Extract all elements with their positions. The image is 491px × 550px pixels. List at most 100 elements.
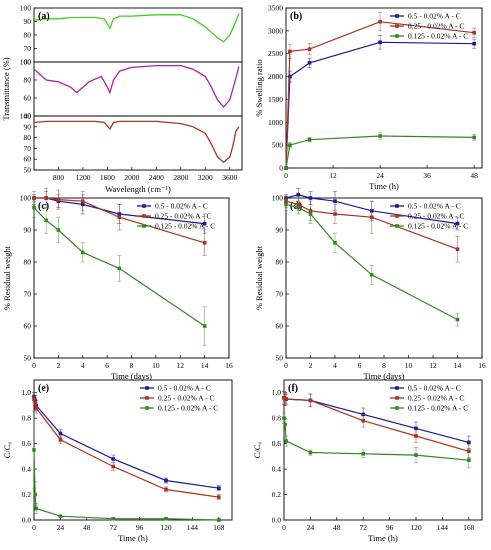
panel-f: 0.0 0.2 0.4 0.6 0.8 1.0 0 24 48 72 96 120 144 168 Time… (252, 379, 483, 543)
x-tick-label: 10 (405, 361, 413, 370)
legend-marker (395, 224, 399, 228)
x-tick-label: 800 (53, 173, 65, 182)
legend-marker (145, 406, 149, 410)
y-tick-label: 0.0 (22, 516, 32, 525)
y-tick-label: 0.2 (272, 490, 282, 499)
data-point (32, 448, 36, 452)
data-point (284, 202, 288, 207)
data-point (217, 518, 221, 522)
data-point (34, 506, 38, 511)
x-tick-label: 2400 (149, 173, 164, 182)
legend-entry: 0.25 - 0.02% A - C (155, 212, 211, 221)
y-tick-label: 0.8 (272, 414, 282, 423)
legend-marker (142, 204, 146, 208)
data-point (288, 143, 292, 147)
panel-label: (a) (38, 11, 50, 22)
x-axis-title: Wavelength (cm⁻¹) (105, 184, 171, 194)
y-tick-label: 1.0 (272, 388, 282, 397)
data-point (111, 464, 115, 469)
series-line (33, 449, 219, 521)
panel-label: (e) (38, 383, 49, 394)
legend-marker (395, 24, 399, 28)
series-line (34, 197, 205, 244)
x-tick-label: 72 (109, 523, 117, 532)
data-point (307, 137, 312, 142)
x-tick-label: 2000 (124, 173, 139, 182)
y-tick-label: 100 (20, 194, 32, 203)
x-tick-label: 0 (284, 171, 288, 180)
x-tick-label: 2800 (173, 173, 188, 182)
data-point (117, 215, 122, 219)
data-point (164, 487, 168, 492)
y-axis-title: Transmittance (%) (1, 57, 11, 120)
y-tick-label: 1500 (268, 95, 283, 104)
plot-frame-f (283, 379, 483, 521)
data-point (333, 212, 337, 216)
x-tick-label: 96 (136, 523, 144, 532)
x-tick-label: 2 (57, 361, 61, 370)
data-point (32, 205, 36, 210)
data-point (333, 241, 337, 245)
data-point (455, 247, 460, 251)
x-tick-label: 14 (454, 361, 462, 370)
y-tick-label: 70 (24, 44, 32, 53)
y-tick-label: 90 (24, 17, 32, 26)
data-point (288, 74, 292, 79)
y-tick-label: 100 (20, 112, 32, 121)
legend-marker (142, 214, 146, 218)
legend-entry: 0.5 - 0.02% A - C (408, 384, 461, 393)
data-point (361, 418, 365, 423)
x-tick-label: 6 (105, 361, 109, 370)
y-tick-label: 0.0 (272, 516, 282, 525)
y-tick-label: 80 (276, 258, 284, 267)
legend-entry: 0.25 - 0.02% A - C (158, 394, 214, 403)
data-point (455, 221, 460, 226)
data-point (111, 457, 115, 461)
legend-entry: 0.125 - 0.02% A - C (155, 222, 215, 231)
x-axis-title: Time (days) (111, 371, 152, 381)
data-point (111, 516, 115, 521)
legend-entry: 0.25 - 0.02% A - C (408, 394, 464, 403)
series-line (33, 398, 219, 498)
x-tick-label: 24 (376, 171, 384, 180)
legend-marker (145, 386, 149, 390)
data-point (378, 134, 382, 138)
legend-entry: 0.25 - 0.02% A - C (408, 22, 464, 31)
data-point (369, 273, 374, 277)
x-tick-label: 144 (437, 523, 449, 532)
x-tick-label: 3600 (222, 173, 237, 182)
series-line (285, 135, 475, 169)
data-point (56, 228, 61, 232)
legend-marker (395, 204, 399, 208)
data-point (202, 221, 207, 226)
x-tick-label: 48 (470, 171, 478, 180)
data-point (202, 324, 207, 328)
x-tick-label: 16 (225, 361, 233, 370)
y-tick-label: 60 (24, 94, 32, 103)
y-tick-label: 50 (276, 354, 284, 363)
y-tick-label: 2500 (268, 49, 283, 58)
data-point (361, 452, 365, 456)
y-tick-label: 80 (24, 31, 32, 40)
data-point (217, 486, 221, 490)
x-tick-label: 48 (333, 523, 341, 532)
x-tick-label: 0 (282, 523, 286, 532)
series-line (285, 203, 458, 321)
data-point (44, 218, 48, 223)
data-point (284, 439, 288, 443)
data-point (414, 434, 418, 438)
x-tick-label: 4 (81, 361, 85, 370)
panel-e: 0.0 0.2 0.4 0.6 0.8 1.0 0 24 48 72 96 120 144 168 Time… (2, 379, 233, 543)
x-tick-label: 36 (423, 171, 431, 180)
data-point (472, 135, 476, 140)
spectrum-line (33, 120, 240, 164)
panel-label: (b) (290, 11, 302, 22)
plot-frame-a (33, 7, 243, 171)
data-point (117, 266, 122, 271)
panel-label: (c) (38, 201, 49, 212)
x-axis-title: Time (days) (363, 371, 404, 381)
data-point (333, 199, 337, 203)
y-axis-title: % Residual weight (254, 245, 264, 310)
